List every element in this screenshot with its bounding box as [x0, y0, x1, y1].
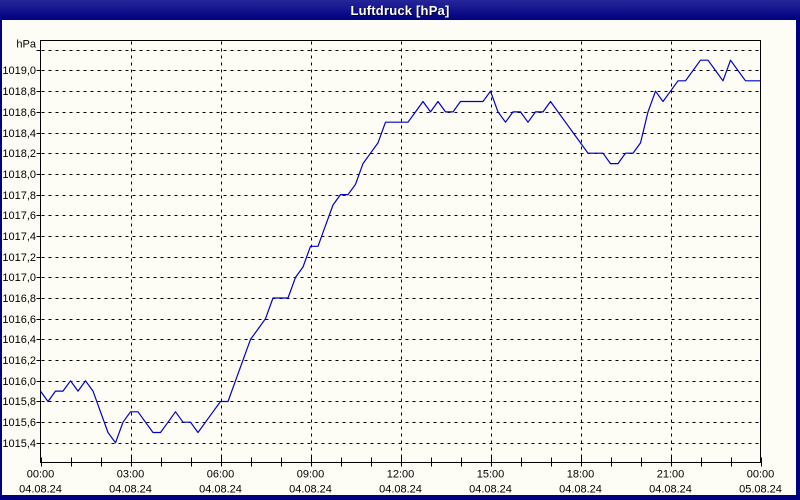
y-tick-label: 1017,6 [2, 210, 36, 222]
y-tick-label: 1015,4 [2, 438, 36, 450]
x-tick-time-label: 12:00 [387, 469, 415, 481]
pressure-line [40, 59, 761, 444]
x-tick-date-label: 04.08.24 [649, 484, 692, 496]
y-tick-label: 1018,0 [2, 169, 36, 181]
x-tick-date-label: 04.08.24 [19, 484, 62, 496]
x-tick-time-label: 15:00 [477, 469, 505, 481]
chart-panel: 1015,4 1015,6 1015,8 1016,0 1016,2 1016,4 1016… [2, 20, 796, 496]
y-tick-label: 1016,2 [2, 355, 36, 367]
y-tick-label: 1016,0 [2, 376, 36, 388]
x-tick-date-label: 04.08.24 [559, 484, 602, 496]
x-tick-time-label: 21:00 [657, 469, 685, 481]
x-tick-time-label: 09:00 [297, 469, 325, 481]
x-tick-time-label: 06:00 [207, 469, 235, 481]
x-tick-date-label: 04.08.24 [289, 484, 332, 496]
y-tick-label: 1017,2 [2, 252, 36, 264]
y-tick-label: 1019,0 [2, 65, 36, 77]
y-tick-label: 1015,8 [2, 396, 36, 408]
pressure-chart: 1015,4 1015,6 1015,8 1016,0 1016,2 1016,4 1016… [2, 39, 782, 496]
window-titlebar: Luftdruck [hPa] [0, 0, 800, 20]
y-axis-unit-label: hPa [16, 39, 36, 51]
x-tick-date-label: 04.08.24 [469, 484, 512, 496]
x-tick-date-label: 04.08.24 [199, 484, 242, 496]
y-tick-label: 1017,4 [2, 231, 36, 243]
x-tick-time-label: 00:00 [27, 469, 55, 481]
y-tick-label: 1018,4 [2, 128, 36, 140]
y-tick-label: 1017,0 [2, 272, 36, 284]
y-tick-label: 1018,6 [2, 107, 36, 119]
x-tick-time-label: 18:00 [567, 469, 595, 481]
y-tick-label: 1015,6 [2, 417, 36, 429]
y-tick-label: 1017,8 [2, 190, 36, 202]
y-tick-label: 1016,6 [2, 314, 36, 326]
y-tick-label: 1018,8 [2, 86, 36, 98]
x-tick-date-label: 04.08.24 [109, 484, 152, 496]
y-tick-label: 1016,8 [2, 293, 36, 305]
window-title: Luftdruck [hPa] [350, 2, 450, 18]
x-tick-time-label: 00:00 [747, 469, 775, 481]
plot-border [40, 40, 761, 463]
x-tick-date-label: 04.08.24 [379, 484, 422, 496]
y-tick-label: 1016,4 [2, 334, 36, 346]
x-tick-date-label: 05.08.24 [739, 484, 782, 496]
x-tick-time-label: 03:00 [117, 469, 145, 481]
y-tick-label: 1018,2 [2, 148, 36, 160]
